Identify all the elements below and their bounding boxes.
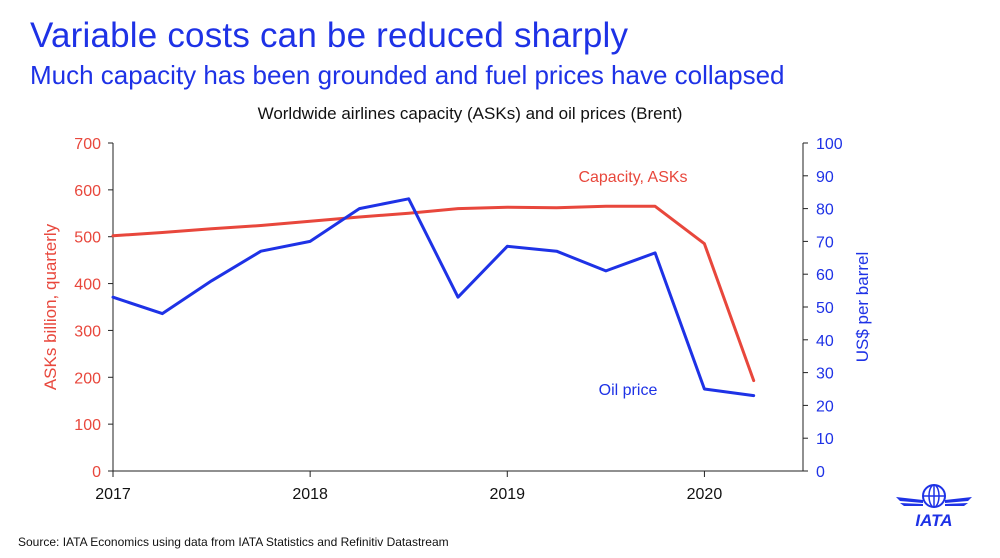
source-note: Source: IATA Economics using data from I…: [18, 535, 449, 549]
right-y-tick-label: 40: [816, 333, 834, 350]
page-subtitle: Much capacity has been grounded and fuel…: [30, 60, 785, 90]
oil-price-series-label: Oil price: [599, 382, 658, 399]
left-y-tick-label: 200: [74, 370, 101, 387]
dual-axis-line-chart: 0 100 200 300 400 500 600 700 0 10 20 30 40 50 60 70 80 9…: [41, 136, 872, 503]
left-y-tick-label: 600: [74, 183, 101, 200]
right-y-tick-label: 10: [816, 431, 834, 448]
left-y-tick-label: 100: [74, 417, 101, 434]
right-y-tick-label: 60: [816, 267, 834, 284]
capacity-series-line: [111, 204, 756, 383]
right-y-tick-label: 20: [816, 398, 834, 415]
right-y-tick-label: 100: [816, 136, 843, 153]
x-tick-label: 2017: [95, 486, 131, 503]
left-y-axis-title: ASKs billion, quarterly: [41, 223, 60, 390]
left-y-tick-label: 300: [74, 323, 101, 340]
oil-price-series-line: [111, 197, 756, 398]
x-tick-label: 2019: [489, 486, 525, 503]
right-y-tick-label: 80: [816, 202, 834, 219]
capacity-series-label: Capacity, ASKs: [578, 169, 687, 186]
x-tick-label: 2020: [687, 486, 723, 503]
right-y-axis-title: US$ per barrel: [853, 252, 872, 363]
left-y-tick-label: 0: [92, 464, 101, 481]
logo-text: IATA: [915, 511, 952, 529]
right-y-tick-label: 0: [816, 464, 825, 481]
right-y-tick-label: 30: [816, 366, 834, 383]
page-title: Variable costs can be reduced sharply: [30, 16, 629, 55]
left-y-tick-label: 500: [74, 230, 101, 247]
right-y-tick-label: 50: [816, 300, 834, 317]
chart-title: Worldwide airlines capacity (ASKs) and o…: [257, 104, 683, 123]
left-y-tick-label: 700: [74, 136, 101, 153]
right-y-tick-label: 70: [816, 234, 834, 251]
x-tick-label: 2018: [292, 486, 328, 503]
left-y-tick-label: 400: [74, 277, 101, 294]
right-y-tick-label: 90: [816, 169, 834, 186]
iata-logo: IATA: [896, 484, 972, 529]
